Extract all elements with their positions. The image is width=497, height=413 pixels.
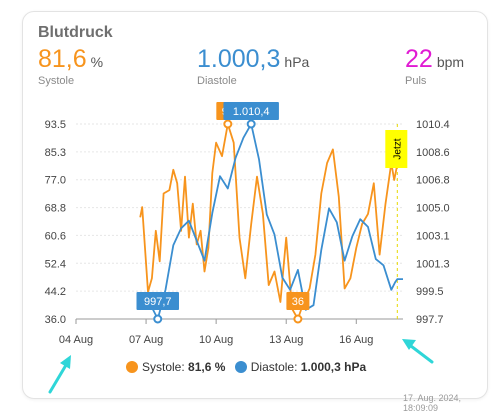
left-axis-tick-label: 77.0 [45,175,66,187]
puls-stat: 22 bpm Puls [405,44,464,87]
right-axis-tick-label: 997.7 [416,314,444,326]
marker-point [153,314,163,324]
x-axis-tick-label: 16 Aug [339,334,373,346]
diastole-unit: hPa [284,54,310,70]
marker-point [246,119,256,129]
puls-label: Puls [405,75,427,87]
puls-unit: bpm [436,54,465,70]
blutdruck-card[interactable]: Blutdruck 81,6% Systole 1.000,3 hPa Diast… [22,11,488,413]
legend-dot-systole [126,361,138,373]
annotation-arrow-left [48,355,71,394]
diastole-label: Diastole [197,75,237,87]
x-axis-tick-label: 07 Aug [129,334,163,346]
marker-label: 997,7 [144,296,172,308]
x-axis-tick-label: 04 Aug [59,334,93,346]
right-axis-tick-label: 1008.6 [416,147,450,159]
card-title: Blutdruck [38,24,113,41]
left-axis-tick-label: 44.2 [45,286,66,298]
right-axis-tick-label: 1001.3 [416,258,450,270]
marker-point [223,119,233,129]
chart-legend[interactable]: Systole: 81,6 % Diastole: 1.000,3 hPa [126,360,366,374]
diastole-stat: 1.000,3 hPa Diastole [197,44,309,87]
annotation-arrow-right [402,339,434,364]
x-axis-tick-label: 10 Aug [199,334,233,346]
marker-label: 36 [292,296,304,308]
now-label-box [385,130,408,168]
marker-label-box [136,292,179,310]
marker-label-box [223,102,279,120]
legend-dot-diastole [234,361,247,373]
marker-label: 1.010,4 [233,106,270,118]
systole-value: 81,6 [38,45,87,73]
series-line-diastole [145,123,403,320]
right-axis-tick-label: 1006.8 [416,175,450,187]
systole-label: Systole [38,75,75,87]
legend-diastole-name: Diastole: [250,360,298,374]
legend-item-systole[interactable]: Systole: 81,6 % [126,360,229,374]
right-axis-tick-label: 1003.1 [416,230,450,242]
series-line-systole [139,123,403,320]
legend-item-diastole[interactable]: Diastole: 1.000,3 hPa [234,360,367,374]
marker-point [293,314,303,324]
right-axis-tick-label: 999.5 [416,286,444,298]
right-axis-tick-label: 1010.4 [416,119,450,131]
legend-systole-value: 81,6 % [188,360,226,374]
left-axis-tick-label: 93.5 [45,119,66,131]
right-axis-tick-label: 1005.0 [416,203,450,215]
left-axis-tick-label: 52.4 [45,258,66,270]
left-axis-tick-label: 60.6 [45,230,66,242]
left-axis-tick-label: 85.3 [45,147,66,159]
legend-diastole-value: 1.000,3 hPa [300,360,367,374]
marker-label-box [286,292,310,310]
systole-unit: % [90,54,104,70]
systole-stat: 81,6% Systole [38,44,103,87]
puls-value: 22 [405,45,433,73]
now-label: Jetzt [392,138,403,159]
legend-systole-name: Systole: [142,360,185,374]
timestamp: 17. Aug. 2024, 18:09:09 [403,393,462,413]
diastole-value: 1.000,3 [197,45,281,73]
x-axis-tick-label: 13 Aug [269,334,303,346]
left-axis-tick-label: 68.8 [45,203,66,215]
left-axis-tick-label: 36.0 [45,314,66,326]
